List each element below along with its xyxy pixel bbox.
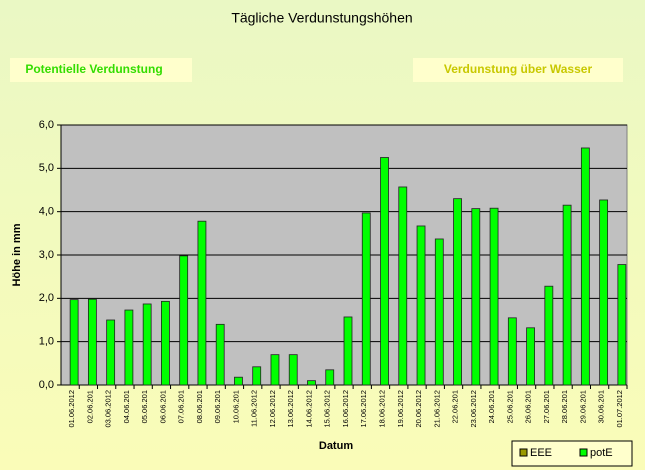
x-tick-label: 03.06.2012 — [104, 390, 113, 428]
bar — [69, 299, 79, 386]
legend-label: EEE — [530, 447, 552, 459]
y-tick-label: 2,0 — [39, 292, 54, 304]
x-tick-label: 02.06.201 — [85, 390, 94, 423]
annotation: Verdunstung über Wasser — [444, 62, 593, 76]
bar — [307, 380, 316, 386]
bar — [106, 319, 116, 386]
y-tick-label: 5,0 — [39, 162, 54, 174]
bar — [617, 264, 627, 386]
x-tick-label: 17.06.2012 — [359, 390, 368, 428]
x-tick-label: 25.06.201 — [505, 390, 514, 423]
bar — [380, 157, 389, 386]
x-tick-label: 15.06.2012 — [323, 390, 332, 428]
x-tick-label: 23.06.2012 — [469, 390, 478, 428]
bar — [343, 316, 353, 386]
bar — [325, 369, 335, 386]
x-tick-label: 12.06.2012 — [268, 390, 277, 428]
x-tick-label: 14.06.2012 — [304, 390, 313, 428]
x-tick-label: 09.06.201 — [213, 390, 222, 423]
y-tick-label: 1,0 — [39, 336, 54, 348]
x-tick-label: 19.06.2012 — [396, 390, 405, 428]
bar — [142, 303, 152, 386]
x-tick-label: 28.06.201 — [560, 390, 569, 423]
bar — [179, 255, 189, 386]
bar — [599, 199, 609, 386]
x-tick-label: 11.06.2012 — [250, 390, 259, 427]
legend — [511, 440, 633, 467]
x-tick-label: 21.06.2012 — [432, 390, 441, 428]
bar — [580, 147, 590, 386]
y-tick-label: 3,0 — [39, 249, 54, 261]
x-tick-label: 16.06.2012 — [341, 390, 350, 428]
legend-swatch — [519, 448, 528, 457]
bar — [288, 354, 298, 386]
y-tick-label: 6,0 — [39, 119, 54, 131]
bar — [124, 309, 134, 386]
bar — [453, 198, 462, 386]
x-tick-label: 29.06.201 — [578, 390, 587, 423]
x-tick-label: 04.06.201 — [122, 390, 131, 423]
legend-label: potE — [590, 447, 613, 459]
bar — [252, 366, 262, 386]
y-tick-label: 4,0 — [39, 206, 54, 218]
bar — [489, 207, 499, 386]
x-tick-label: 20.06.2012 — [414, 390, 423, 428]
bar — [507, 317, 517, 386]
annotation: Potentielle Verdunstung — [25, 62, 162, 76]
bar — [544, 285, 554, 386]
x-tick-label: 26.06.201 — [524, 390, 533, 423]
x-tick-label: 24.06.201 — [487, 390, 496, 423]
legend-swatch — [579, 448, 588, 457]
bar — [215, 323, 225, 386]
x-tick-label: 01.06.2012 — [67, 390, 76, 428]
bar — [161, 300, 170, 386]
y-tick-label: 0,0 — [39, 379, 54, 391]
x-tick-label: 05.06.201 — [140, 390, 149, 423]
bar — [398, 186, 408, 386]
bar — [234, 376, 243, 386]
x-tick-label: 10.06.201 — [231, 390, 240, 423]
x-tick-label: 22.06.201 — [451, 390, 460, 423]
bar — [87, 298, 97, 386]
bar — [562, 204, 572, 386]
bar — [416, 225, 426, 386]
bar — [434, 238, 444, 386]
bar — [526, 327, 535, 386]
bar — [471, 208, 481, 386]
x-tick-label: 08.06.201 — [195, 390, 204, 423]
y-axis-title: Höhe in mm — [11, 223, 23, 286]
annotation-box — [413, 58, 623, 82]
x-tick-label: 13.06.2012 — [286, 390, 295, 428]
bar — [197, 220, 207, 386]
chart-title: Tägliche Verdunstungshöhen — [231, 10, 412, 26]
annotation-box — [10, 58, 192, 82]
x-tick-label: 18.06.2012 — [378, 390, 387, 428]
bar — [361, 212, 371, 386]
x-tick-label: 07.06.201 — [177, 390, 186, 423]
x-tick-label: 01.07.2012 — [615, 390, 624, 428]
x-axis-title: Datum — [319, 440, 353, 452]
x-tick-label: 27.06.201 — [542, 390, 551, 423]
x-tick-label: 06.06.201 — [158, 390, 167, 423]
bar — [270, 354, 280, 386]
x-tick-label: 30.06.201 — [597, 390, 606, 423]
